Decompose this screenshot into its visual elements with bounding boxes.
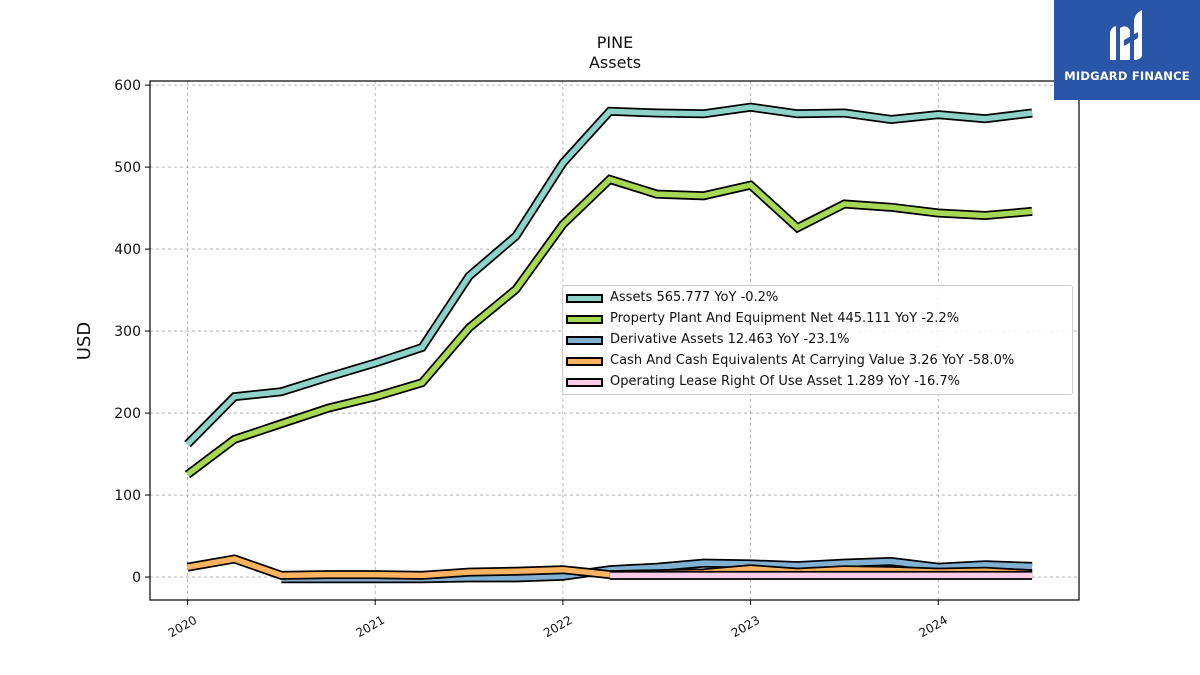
midgard-logo-icon xyxy=(1110,10,1142,60)
x-tick-label: 2022 xyxy=(541,613,574,640)
legend-label-operating-lease: Operating Lease Right Of Use Asset 1.289… xyxy=(610,374,960,389)
series-line-property-plant-and-equipment-net xyxy=(185,176,1033,477)
legend-swatch-ppe xyxy=(566,315,603,324)
y-tick-label: 200 xyxy=(114,406,141,422)
y-tick-label: 100 xyxy=(114,488,141,504)
legend-swatch-derivative-assets xyxy=(566,336,603,345)
chart-subtitle: Assets xyxy=(589,53,641,72)
y-axis-label: USD xyxy=(74,322,95,360)
y-tick-label: 600 xyxy=(114,78,141,94)
logo-text: MIDGARD FINANCE xyxy=(1064,69,1190,83)
legend-swatch-cash xyxy=(566,357,603,366)
y-tick-label: 500 xyxy=(114,160,141,176)
chart-legend: Assets 565.777 YoY -0.2% Property Plant … xyxy=(562,285,1073,395)
plot-frame xyxy=(149,80,1080,601)
legend-swatch-assets xyxy=(566,294,603,303)
legend-swatch-operating-lease xyxy=(566,378,603,387)
x-tick-label: 2020 xyxy=(166,613,199,640)
legend-label-cash: Cash And Cash Equivalents At Carrying Va… xyxy=(610,353,1015,368)
legend-label-assets: Assets 565.777 YoY -0.2% xyxy=(610,290,779,305)
x-tick-label: 2021 xyxy=(353,613,386,640)
x-tick-label: 2023 xyxy=(729,613,762,640)
midgard-finance-logo: MIDGARD FINANCE xyxy=(1054,0,1200,100)
y-tick-label: 400 xyxy=(114,242,141,258)
chart-title: PINE xyxy=(597,33,633,52)
x-tick-label: 2024 xyxy=(917,613,950,640)
y-tick-label: 300 xyxy=(114,324,141,340)
legend-label-ppe: Property Plant And Equipment Net 445.111… xyxy=(610,311,960,326)
y-tick-label: 0 xyxy=(132,570,141,586)
series-line-assets xyxy=(185,104,1033,447)
legend-label-derivative-assets: Derivative Assets 12.463 YoY -23.1% xyxy=(610,332,850,347)
